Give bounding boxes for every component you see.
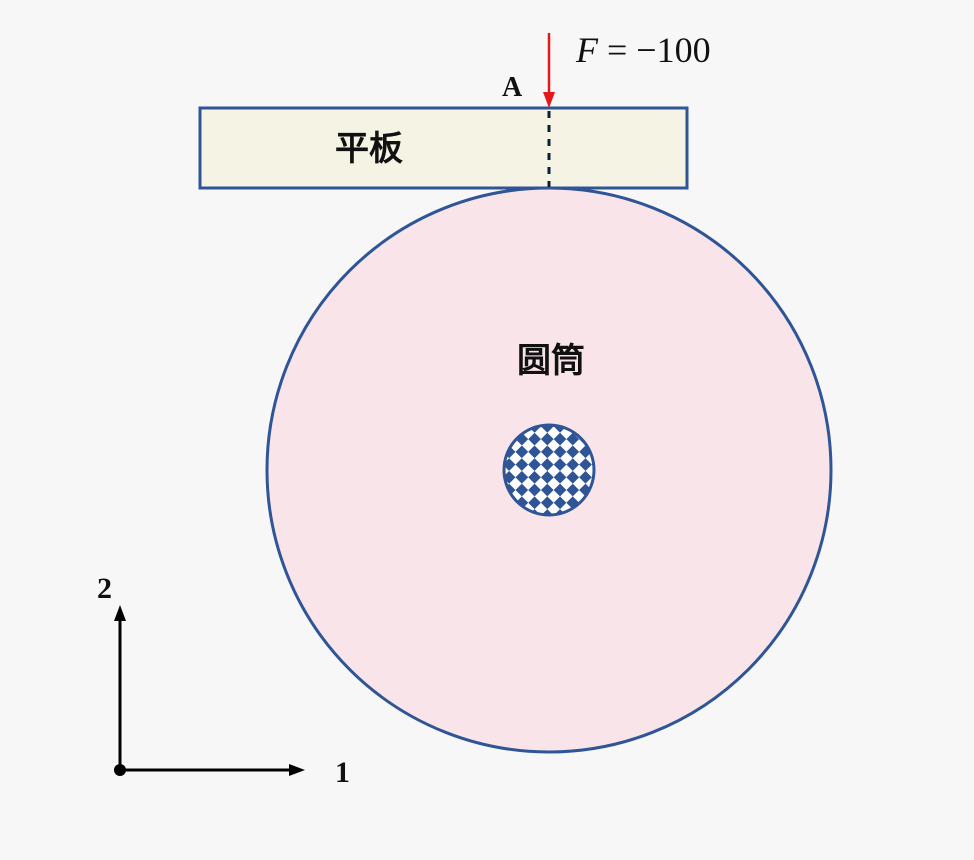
inner-circle: [504, 425, 594, 515]
diagram-svg: 圆筒 平板 A F = −100 1 2: [0, 0, 974, 860]
diagram-canvas: 圆筒 平板 A F = −100 1 2: [0, 0, 974, 860]
cylinder-label: 圆筒: [517, 342, 585, 380]
plate-rect: [200, 108, 687, 188]
force-label: F = −100: [575, 30, 711, 70]
axis-1-label: 1: [335, 756, 350, 789]
plate-label: 平板: [335, 130, 403, 168]
point-a-label: A: [502, 72, 523, 103]
axis-2-label: 2: [97, 572, 112, 605]
